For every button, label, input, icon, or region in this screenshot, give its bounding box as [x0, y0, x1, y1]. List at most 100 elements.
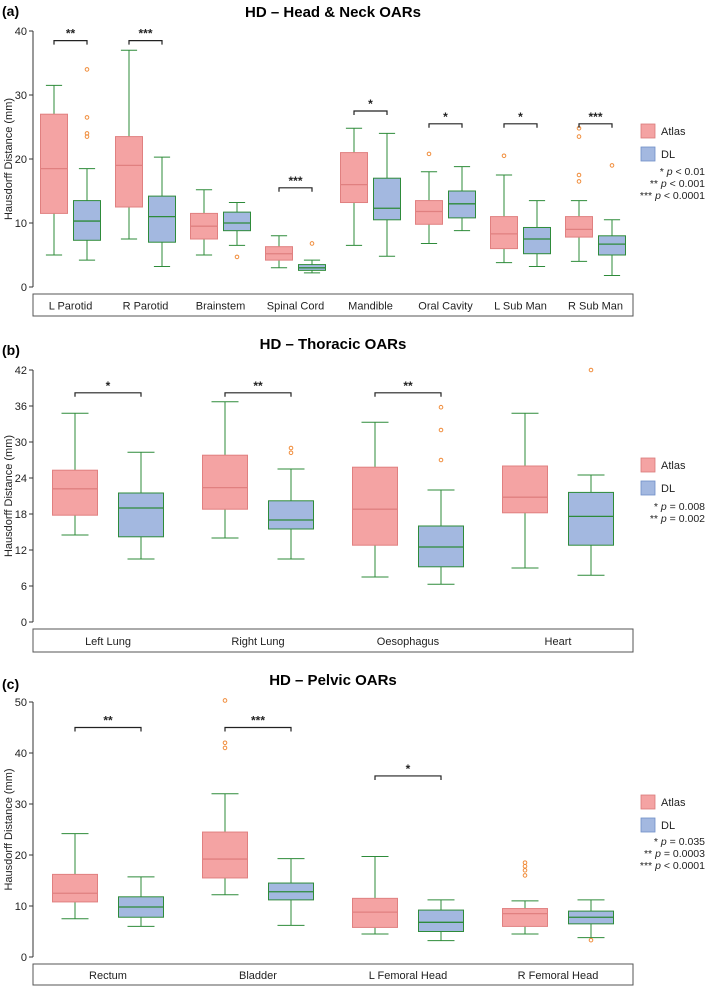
atlas-box [340, 127, 368, 246]
category-label: Spinal Cord [267, 301, 324, 313]
category-label: Bladder [239, 970, 277, 982]
significance-stars: * [106, 379, 111, 393]
atlas-box [190, 189, 218, 256]
legend-label: DL [661, 149, 675, 161]
legend-label: Atlas [661, 126, 686, 138]
outlier-point [222, 698, 228, 703]
iqr-box [148, 195, 176, 243]
dl-box [118, 876, 164, 927]
significance-bracket: *** [578, 110, 613, 128]
outlier-point [84, 115, 90, 120]
category-strip [32, 963, 634, 986]
outlier-point [522, 873, 528, 878]
iqr-box [352, 466, 398, 546]
iqr-box [352, 897, 398, 928]
significance-bracket: *** [128, 27, 163, 45]
significance-stars: *** [138, 27, 152, 41]
y-tick-label: 12 [15, 545, 27, 557]
legend-swatch [640, 817, 656, 833]
significance-stars: * [368, 97, 373, 111]
iqr-box [52, 469, 98, 516]
iqr-box [502, 908, 548, 927]
significance-stars: ** [253, 379, 263, 393]
outlier-point [288, 450, 294, 456]
bracket-line [278, 187, 313, 192]
category-label: Mandible [348, 301, 393, 313]
significance-bracket: * [374, 762, 442, 780]
atlas-box [52, 412, 98, 536]
significance-bracket: *** [224, 714, 292, 732]
iqr-box [565, 216, 593, 238]
outlier-point [576, 134, 582, 139]
iqr-box [373, 177, 401, 221]
panel-label: (a) [2, 3, 19, 19]
outlier-point [309, 241, 315, 246]
atlas-box [415, 151, 443, 244]
y-tick-label: 0 [21, 617, 27, 629]
category-label: L Femoral Head [369, 970, 447, 982]
significance-stars: * [443, 110, 448, 124]
p-value-note: * p = 0.008 [654, 501, 705, 513]
atlas-box [352, 421, 398, 578]
p-value-note: * p = 0.035 [654, 836, 705, 848]
panel-title: HD – Head & Neck OARs [245, 4, 421, 21]
dl-box [568, 367, 614, 576]
dl-box [268, 445, 314, 560]
category-label: Heart [545, 636, 572, 648]
outlier-point [522, 863, 528, 869]
outlier-point [426, 151, 432, 157]
atlas-box [202, 698, 248, 896]
y-axis-label: Hausdorff Distance (mm) [3, 98, 15, 220]
significance-stars: *** [288, 174, 302, 188]
outlier-point [588, 937, 594, 943]
p-value-note: ** p = 0.002 [650, 513, 705, 525]
category-label: R Sub Man [568, 301, 623, 313]
y-tick-label: 6 [21, 581, 27, 593]
panel-title: HD – Pelvic OARs [269, 672, 397, 689]
dl-box [448, 166, 476, 232]
legend-label: DL [661, 483, 675, 495]
iqr-box [223, 211, 251, 232]
significance-bracket: * [74, 379, 142, 397]
category-label: R Parotid [123, 301, 169, 313]
outlier-point [222, 745, 228, 751]
bracket-line [53, 40, 88, 45]
atlas-box [352, 856, 398, 935]
outlier-point [609, 163, 615, 168]
y-tick-label: 36 [15, 401, 27, 413]
category-label: Brainstem [196, 301, 246, 313]
y-tick-label: 30 [15, 799, 27, 811]
panel-label: (c) [2, 676, 19, 692]
iqr-box [568, 491, 614, 546]
significance-stars: ** [403, 379, 413, 393]
legend: Atlas DL [640, 794, 686, 833]
y-tick-label: 20 [15, 850, 27, 862]
bracket-line [74, 392, 142, 397]
iqr-box [523, 226, 551, 255]
y-tick-label: 0 [21, 282, 27, 294]
legend-swatch [640, 146, 656, 162]
outlier-point [501, 153, 507, 159]
y-tick-label: 10 [15, 901, 27, 913]
outlier-point [438, 427, 444, 433]
dl-box [418, 899, 464, 942]
atlas-box [565, 125, 593, 262]
outlier-point [84, 67, 90, 72]
bracket-line [503, 123, 538, 128]
bracket-line [578, 123, 613, 128]
category-strip [32, 628, 634, 653]
p-value-note: *** p < 0.0001 [640, 190, 705, 202]
significance-bracket: *** [278, 174, 313, 192]
panel-label: (b) [2, 342, 20, 358]
category-label: R Femoral Head [518, 970, 599, 982]
iqr-box [418, 909, 464, 933]
category-label: L Parotid [49, 301, 93, 313]
bracket-line [353, 110, 388, 115]
y-tick-label: 10 [15, 218, 27, 230]
p-value-note: *** p < 0.0001 [640, 860, 705, 872]
dl-box [523, 200, 551, 268]
significance-stars: *** [588, 110, 602, 124]
bracket-line [374, 392, 442, 397]
y-axis-label: Hausdorff Distance (mm) [3, 768, 15, 890]
legend: Atlas DL [640, 123, 686, 162]
